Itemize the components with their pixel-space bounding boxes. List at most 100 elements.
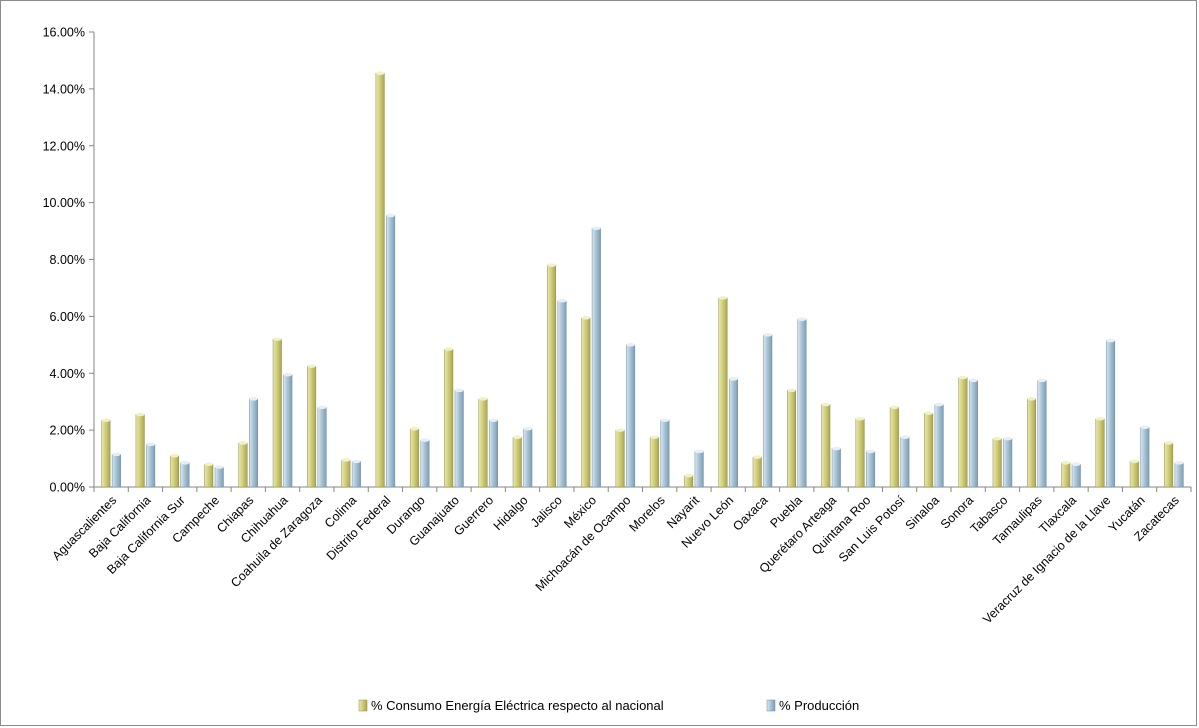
bar-cap [969,378,978,383]
bar-cap [1174,461,1184,465]
bar-cap [444,347,453,351]
bar-produccion [351,461,361,488]
bar-consumo [752,456,762,488]
bar-produccion [1106,340,1116,488]
y-tick-label: 4.00% [50,367,85,381]
bar-cap [557,298,567,303]
bar-cap [1003,436,1012,441]
bar-produccion [386,215,396,488]
bar-produccion [1003,438,1013,488]
bar-produccion [420,439,430,488]
bar-cap [410,426,419,431]
bar-consumo [821,404,831,488]
y-tick-label: 2.00% [50,424,85,438]
bar-cap [214,465,224,469]
bar-consumo [615,429,625,488]
bar-produccion [866,451,876,488]
bars [101,71,1184,488]
bar-cap [1164,441,1173,445]
bar-produccion [214,466,224,488]
bar-cap [1037,378,1047,383]
bar-consumo [547,264,557,488]
bar-produccion [523,428,533,488]
bar-cap [135,412,145,417]
bar-cap [204,462,213,467]
legend-swatch [766,699,776,712]
bar-cap [180,461,190,465]
bar-cap [1130,459,1139,464]
bar-cap [1106,338,1115,343]
legend-swatch [358,699,368,712]
bar-cap [992,436,1002,441]
bar-cap [352,459,361,464]
y-tick-label: 14.00% [43,82,85,96]
bar-produccion [1140,427,1150,488]
bar-produccion [626,344,636,488]
bar-consumo [272,338,282,488]
bar-cap [238,441,248,445]
bar-cap [283,372,293,377]
bar-cap [626,343,635,347]
bar-consumo [924,412,934,488]
bar-produccion [180,462,190,488]
bar-consumo [238,442,248,488]
bar-cap [454,388,464,393]
x-tick-label: Oaxaca [730,493,770,533]
bar-produccion [934,404,944,488]
bar-consumo [409,428,419,488]
bar-produccion [660,419,670,488]
x-tick-label: Hidalgo [491,493,531,533]
bar-produccion [591,227,601,488]
bar-produccion [694,451,704,488]
x-tick-label: Jalisco [528,493,565,530]
x-tick-label: Morelos [626,493,667,534]
bar-cap [341,458,351,462]
bar-consumo [649,436,659,488]
bar-cap [146,442,155,447]
labels: 0.00% 2.00% 4.00% 6.00% 8.00% 10.00% 12.00% 14.… [43,26,1182,627]
bar-consumo [889,407,899,488]
bar-produccion [283,374,293,488]
bar-consumo [581,317,591,488]
bar-produccion [900,436,910,488]
bar-cap [547,263,556,267]
bar-consumo [512,436,522,488]
bar-cap [317,405,327,410]
bar-cap [420,438,430,442]
bar-produccion [146,444,156,488]
bar-produccion [797,318,807,488]
bar-cap [523,426,533,431]
bar-cap [855,416,865,421]
y-tick-label: 0.00% [50,481,85,495]
bar-produccion [557,300,567,488]
y-tick-label: 8.00% [50,253,85,267]
bar-cap [660,418,670,422]
bar-consumo [1061,462,1071,488]
bar-cap [763,333,772,337]
bar-cap [478,397,488,401]
bar-cap [581,315,591,320]
bar-cap [489,418,498,422]
bar-produccion [454,390,464,488]
y-tick-label: 10.00% [43,196,85,210]
legend-label: % Consumo Energía Eléctrica respecto al … [371,698,664,713]
bar-consumo [169,455,179,488]
bar-cap [112,452,121,457]
bar-produccion [1037,380,1047,488]
bar-consumo [204,464,214,488]
bar-produccion [1174,462,1184,488]
bar-consumo [958,377,968,488]
bar-cap [386,213,395,218]
bar-consumo [992,438,1002,488]
bar-consumo [1026,398,1036,488]
bar-produccion [728,378,738,488]
bar-produccion [111,454,121,488]
bar-cap [729,377,738,381]
bar-produccion [488,419,498,488]
bar-consumo [307,365,317,488]
bar-cap [307,364,316,368]
legend-label: % Producción [779,698,859,713]
x-tick-label: Sinaloa [903,493,942,532]
